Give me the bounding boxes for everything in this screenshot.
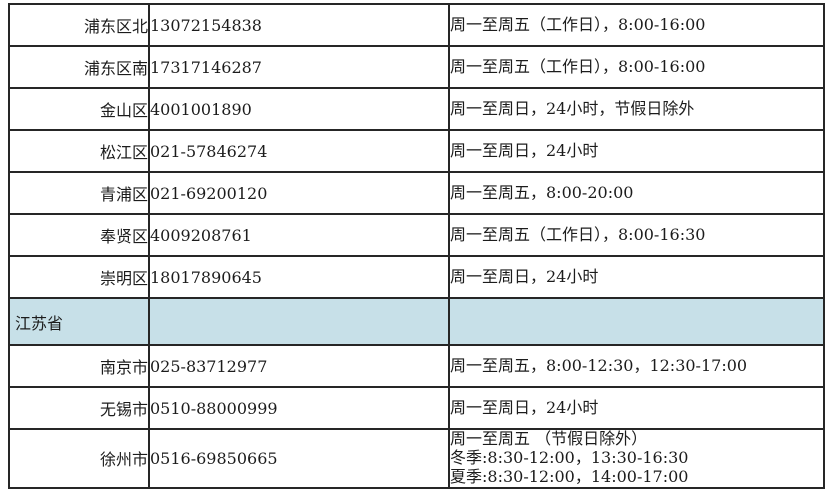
section-label-cell: 江苏省 [8, 297, 150, 346]
table-row: 金山区 4001001890 周一至周日，24小时，节假日除外 [8, 87, 825, 131]
region-cell: 奉贤区 [8, 213, 150, 257]
region-cell: 徐州市 [8, 428, 150, 489]
region-cell: 浦东区北 [8, 3, 150, 47]
phone-cell: 4009208761 [148, 213, 450, 257]
phone-cell: 17317146287 [148, 45, 450, 89]
region-cell: 崇明区 [8, 255, 150, 299]
table-row: 浦东区南 17317146287 周一至周五（工作日），8:00-16:00 [8, 45, 825, 89]
hours-cell: 周一至周五（工作日），8:00-16:00 [448, 3, 825, 47]
region-cell: 无锡市 [8, 386, 150, 430]
phone-cell: 0516-69850665 [148, 428, 450, 489]
table-row: 松江区 021-57846274 周一至周日，24小时 [8, 129, 825, 173]
hours-cell: 周一至周五，8:00-12:30，12:30-17:00 [448, 344, 825, 388]
table-row: 浦东区北 13072154838 周一至周五（工作日），8:00-16:00 [8, 3, 825, 47]
hours-cell: 周一至周五（工作日），8:00-16:30 [448, 213, 825, 257]
phone-cell: 18017890645 [148, 255, 450, 299]
contact-hours-table: 浦东区北 13072154838 周一至周五（工作日），8:00-16:00 浦… [8, 3, 825, 489]
phone-cell [148, 297, 450, 346]
hours-cell: 周一至周五 （节假日除外） 冬季:8:30-12:00，13:30-16:30 … [448, 428, 825, 489]
table-row: 南京市 025-83712977 周一至周五，8:00-12:30，12:30-… [8, 344, 825, 388]
table-row: 奉贤区 4009208761 周一至周五（工作日），8:00-16:30 [8, 213, 825, 257]
province-section-row: 江苏省 [8, 297, 825, 346]
phone-cell: 021-57846274 [148, 129, 450, 173]
phone-cell: 021-69200120 [148, 171, 450, 215]
region-cell: 青浦区 [8, 171, 150, 215]
table-row: 无锡市 0510-88000999 周一至周日，24小时 [8, 386, 825, 430]
phone-cell: 025-83712977 [148, 344, 450, 388]
region-cell: 浦东区南 [8, 45, 150, 89]
table-row: 徐州市 0516-69850665 周一至周五 （节假日除外） 冬季:8:30-… [8, 428, 825, 489]
phone-cell: 0510-88000999 [148, 386, 450, 430]
region-cell: 金山区 [8, 87, 150, 131]
hours-cell: 周一至周日，24小时 [448, 129, 825, 173]
hours-cell [448, 297, 825, 346]
hours-cell: 周一至周五（工作日），8:00-16:00 [448, 45, 825, 89]
phone-cell: 4001001890 [148, 87, 450, 131]
region-cell: 松江区 [8, 129, 150, 173]
region-cell: 南京市 [8, 344, 150, 388]
hours-cell: 周一至周日，24小时 [448, 255, 825, 299]
hours-cell: 周一至周五，8:00-20:00 [448, 171, 825, 215]
hours-cell: 周一至周日，24小时，节假日除外 [448, 87, 825, 131]
hours-cell: 周一至周日，24小时 [448, 386, 825, 430]
table-row: 崇明区 18017890645 周一至周日，24小时 [8, 255, 825, 299]
phone-cell: 13072154838 [148, 3, 450, 47]
table-row: 青浦区 021-69200120 周一至周五，8:00-20:00 [8, 171, 825, 215]
